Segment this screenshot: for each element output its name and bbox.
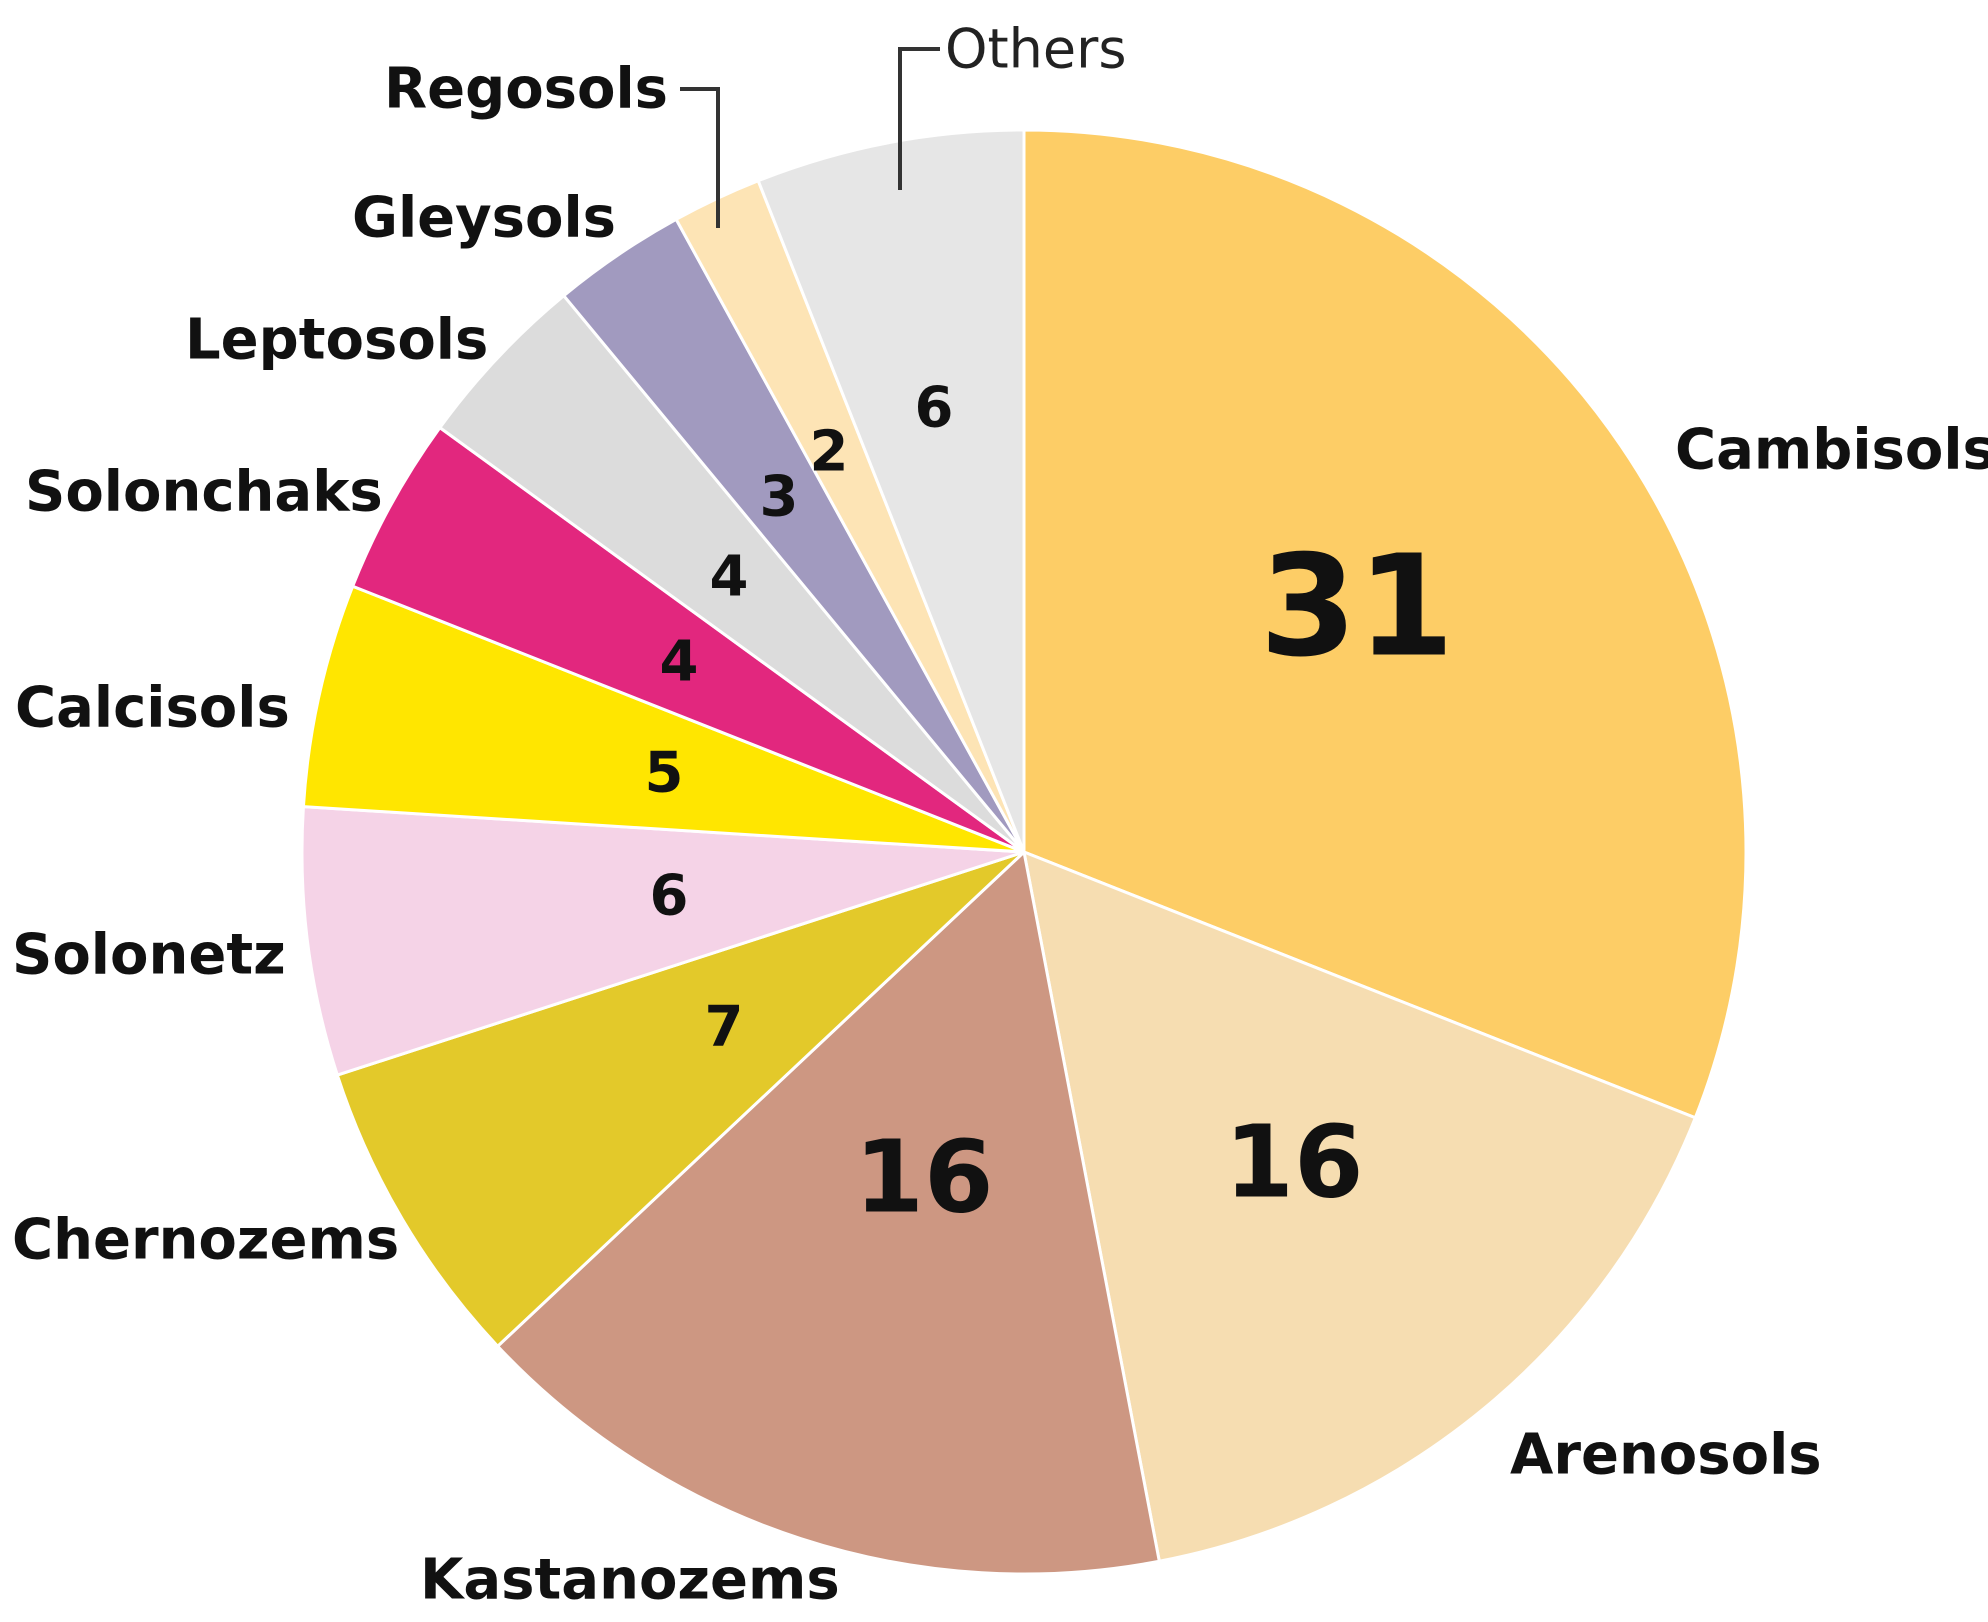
- category-label-arenosols: Arenosols: [1510, 1423, 1822, 1488]
- category-label-calcisols: Calcisols: [15, 676, 290, 741]
- category-label-leptosols: Leptosols: [185, 308, 488, 373]
- category-label-kastanozems: Kastanozems: [420, 1548, 840, 1613]
- value-label-others: 6: [915, 376, 954, 441]
- value-label-calcisols: 5: [645, 741, 684, 806]
- category-label-solonetz: Solonetz: [12, 923, 286, 988]
- value-label-chernozems: 7: [705, 995, 744, 1060]
- value-label-arenosols: 16: [1224, 1104, 1363, 1221]
- category-label-others: Others: [945, 18, 1126, 81]
- category-label-cambisols: Cambisols: [1675, 418, 1988, 483]
- value-label-leptosols: 4: [710, 545, 749, 610]
- category-label-regosols: Regosols: [384, 57, 668, 122]
- value-label-gleysols: 3: [760, 465, 799, 530]
- pie-slices: [302, 130, 1746, 1574]
- value-label-kastanozems: 16: [854, 1119, 993, 1236]
- value-label-solonetz: 6: [650, 864, 689, 929]
- value-label-regosols: 2: [810, 420, 849, 485]
- category-label-chernozems: Chernozems: [12, 1208, 399, 1273]
- category-label-solonchaks: Solonchaks: [25, 460, 383, 525]
- category-label-gleysols: Gleysols: [352, 186, 616, 251]
- value-label-solonchaks: 4: [660, 630, 699, 695]
- value-label-cambisols: 31: [1260, 526, 1455, 689]
